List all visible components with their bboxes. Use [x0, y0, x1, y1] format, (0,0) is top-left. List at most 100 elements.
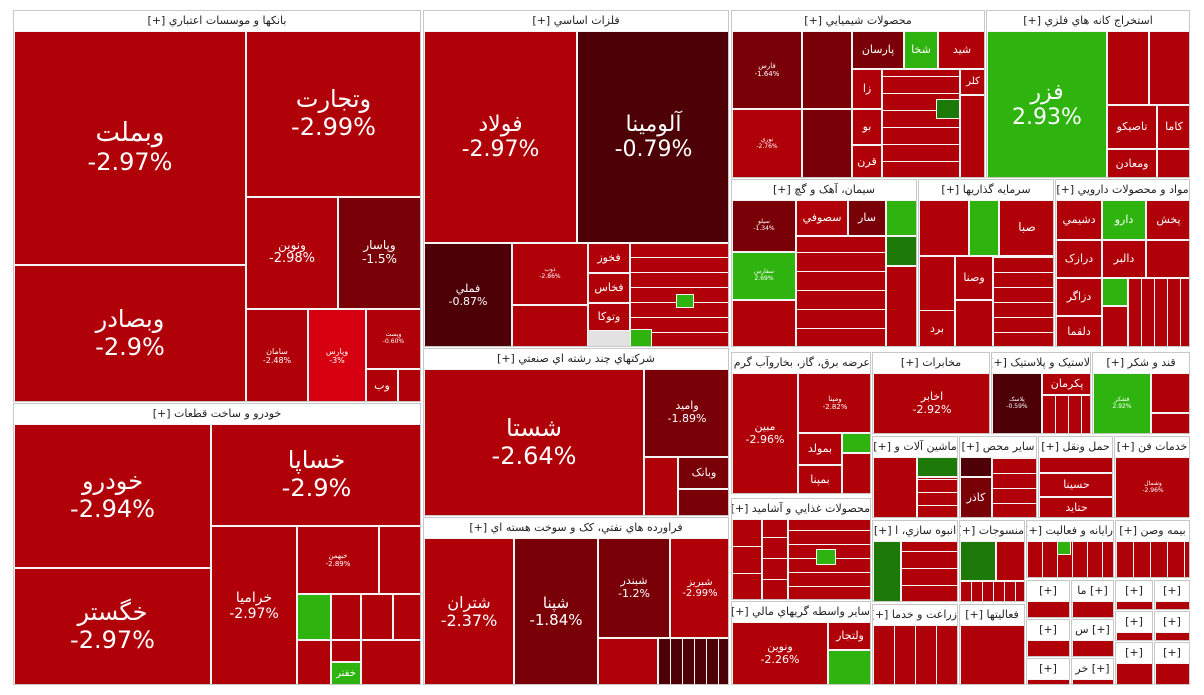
tile-fazar[interactable]: فزر 2.93%: [987, 31, 1107, 177]
sector-info[interactable]: رايانه و فعاليت [+]: [1026, 520, 1114, 578]
tile-vmapna[interactable]: ومپنا -2.82%: [798, 373, 870, 433]
tile-qshakr[interactable]: قشکر 2.92%: [1093, 373, 1151, 433]
tile-shsid[interactable]: شيد: [938, 31, 984, 69]
tile-small[interactable]: [398, 369, 420, 401]
tile-small[interactable]: [1027, 601, 1069, 617]
tile-vnovin[interactable]: ونوين -2.98%: [246, 197, 338, 309]
tile-tasiko[interactable]: تاصيکو: [1107, 105, 1157, 149]
tile-small[interactable]: [796, 236, 886, 346]
tile-faroos[interactable]: فارس -1.64%: [732, 31, 802, 109]
tile-bmpna[interactable]: بمپنا: [798, 465, 842, 493]
tile-small[interactable]: [919, 200, 969, 256]
sector-tiny[interactable]: [+]: [1115, 611, 1153, 641]
tile-small[interactable]: [1157, 149, 1189, 177]
sector-tech[interactable]: خدمات فن [+] وشمال -2.96%: [1114, 436, 1190, 518]
tile-small[interactable]: [331, 594, 361, 640]
sector-multi[interactable]: شرکتهاي چند رشته اي صنعتي [+] شستا -2.64%…: [423, 348, 729, 516]
sector-header[interactable]: مواد و محصولات دارويي [+]: [1056, 180, 1189, 200]
tile-bo[interactable]: بو: [852, 109, 882, 145]
tile-parsan[interactable]: پارسان: [852, 31, 904, 69]
tile-small[interactable]: [802, 31, 852, 109]
tile-sblo[interactable]: سيلو -1.34%: [732, 200, 796, 252]
tile-green[interactable]: [886, 200, 916, 236]
tile-small[interactable]: [1042, 395, 1090, 433]
tile-green[interactable]: [1102, 278, 1128, 306]
tile-small[interactable]: [297, 640, 331, 684]
tile-small[interactable]: [1116, 541, 1189, 577]
tile-vtoka[interactable]: وتوکا: [588, 303, 630, 331]
tile-darazak[interactable]: درازک: [1056, 240, 1102, 278]
tile-small[interactable]: [917, 477, 957, 517]
tile-khrampa[interactable]: خراميا -2.97%: [211, 526, 297, 684]
sector-header[interactable]: ساير محص [+]: [960, 437, 1036, 457]
sector-header[interactable]: [+] خر: [1072, 659, 1113, 679]
sector-header[interactable]: خدمات فن [+]: [1115, 437, 1189, 457]
tile-kal[interactable]: کلر: [960, 69, 984, 95]
tile-small[interactable]: [1039, 457, 1112, 473]
sector-chem[interactable]: محصولات شيميايي [+] فارس -1.64% نوري -2.76…: [731, 10, 985, 178]
tile-khafar[interactable]: خفنر: [331, 662, 361, 684]
sector-header[interactable]: [+]: [1027, 581, 1069, 601]
tile-green[interactable]: [1057, 541, 1071, 555]
tile-saman[interactable]: سامان -2.48%: [246, 309, 308, 401]
tile-small[interactable]: [644, 457, 678, 515]
sector-header[interactable]: شرکتهاي چند رشته اي صنعتي [+]: [424, 349, 728, 369]
sector-tiny[interactable]: [+]: [1154, 580, 1190, 610]
tile-sar[interactable]: سار: [848, 200, 886, 236]
tile-vpars[interactable]: وپارس -3%: [308, 309, 366, 401]
tile-vyasar[interactable]: وپاسار -1.5%: [338, 197, 420, 309]
tile-zob[interactable]: ذوب -2.86%: [512, 243, 588, 305]
tile-shtran[interactable]: شتران -2.37%: [424, 538, 514, 684]
sector-header[interactable]: خودرو و ساخت قطعات [+]: [14, 404, 420, 424]
sector-header[interactable]: فعاليتها [+]: [960, 605, 1024, 625]
tile-shbndr[interactable]: شبندر -1.2%: [598, 538, 670, 638]
tile-small[interactable]: [873, 457, 917, 517]
sector-activities[interactable]: فعاليتها [+]: [959, 604, 1025, 685]
sector-banks[interactable]: بانکها و موسسات اعتباري [+] وبملت -2.97% …: [13, 10, 421, 402]
sector-header[interactable]: [+] س: [1072, 620, 1113, 640]
tile-small[interactable]: [996, 541, 1024, 581]
sector-header[interactable]: [+]: [1116, 643, 1152, 663]
sector-other[interactable]: ساير محص [+] کاذر: [959, 436, 1037, 518]
sector-header[interactable]: مخابرات [+]: [873, 353, 989, 373]
tile-vebsader[interactable]: وبصادر -2.9%: [14, 265, 246, 401]
tile-hetayad[interactable]: حتايد: [1039, 497, 1112, 517]
tile-shakhes[interactable]: شخا: [904, 31, 938, 69]
tile-small[interactable]: [993, 256, 1053, 346]
tile-small[interactable]: [992, 457, 1036, 517]
sector-header[interactable]: [+]: [1155, 581, 1189, 601]
sector-food[interactable]: محصولات غذايي و آشاميد [+]: [731, 498, 871, 600]
tile-green[interactable]: [917, 457, 957, 477]
sector-tiny[interactable]: [+]: [1115, 642, 1153, 685]
sector-cement[interactable]: سيمان، آهک و گچ [+] سيلو -1.34% سفارس 2.69…: [731, 179, 917, 347]
tile-sburd[interactable]: برد: [919, 310, 955, 346]
sector-header[interactable]: بانکها و موسسات اعتباري [+]: [14, 11, 420, 31]
sector-sugar[interactable]: قند و شکر [+] قشکر 2.92%: [1092, 352, 1190, 434]
sector-textile[interactable]: منسوجات [+]: [959, 520, 1025, 602]
tile-shasta[interactable]: شستا -2.64%: [424, 369, 644, 515]
tile-small[interactable]: [802, 109, 852, 177]
sector-tiny[interactable]: [+] خر: [1071, 658, 1114, 685]
tile-fkhas[interactable]: فخاس: [588, 273, 630, 303]
sector-rubber[interactable]: لاستيک و پلاستيک [+] پلاسک -0.59% پکرمان: [991, 352, 1091, 434]
tile-shpna[interactable]: شپنا -1.84%: [514, 538, 598, 684]
sector-header[interactable]: منسوجات [+]: [960, 521, 1024, 541]
tile-dzagr[interactable]: دزاگر: [1056, 278, 1102, 316]
tile-pbalar[interactable]: پلاسک -0.59%: [992, 373, 1042, 433]
tile-pakhsh[interactable]: پخش: [1146, 200, 1189, 240]
tile-dalbar[interactable]: دالبر: [1102, 240, 1146, 278]
tile-daru[interactable]: دارو: [1102, 200, 1146, 240]
tile-small[interactable]: [732, 300, 796, 346]
tile-small[interactable]: [762, 519, 788, 599]
tile-fameli[interactable]: فملي -0.87%: [424, 243, 512, 346]
tile-small[interactable]: [1072, 601, 1113, 617]
tile-fkhouz[interactable]: فخوز: [588, 243, 630, 273]
tile-green[interactable]: [960, 541, 996, 581]
tile-small[interactable]: [886, 266, 916, 346]
sector-header[interactable]: ماشين آلات و [+]: [873, 437, 957, 457]
tile-small[interactable]: [1155, 663, 1189, 684]
sector-header[interactable]: بيمه وصن [+]: [1116, 521, 1189, 541]
sector-header[interactable]: [+]: [1027, 659, 1069, 679]
tile-small[interactable]: [361, 594, 393, 640]
tile-green[interactable]: [297, 594, 331, 640]
